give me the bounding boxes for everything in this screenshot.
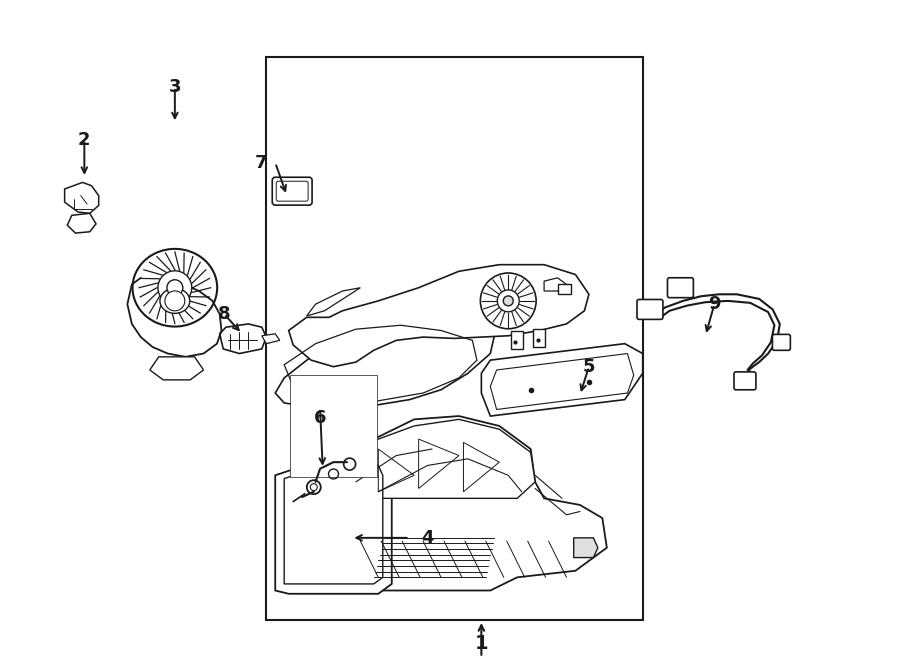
Polygon shape <box>329 416 607 590</box>
Bar <box>291 375 376 477</box>
FancyBboxPatch shape <box>276 181 308 201</box>
Polygon shape <box>68 214 96 233</box>
Polygon shape <box>262 334 280 344</box>
Bar <box>534 329 545 347</box>
FancyBboxPatch shape <box>668 278 693 297</box>
Circle shape <box>503 296 513 306</box>
Text: 6: 6 <box>314 409 327 427</box>
Polygon shape <box>275 459 392 594</box>
Polygon shape <box>289 264 589 367</box>
Bar <box>557 284 572 294</box>
Bar <box>511 331 523 349</box>
Text: 4: 4 <box>421 529 434 547</box>
Text: 9: 9 <box>708 295 721 313</box>
Polygon shape <box>573 538 598 558</box>
Ellipse shape <box>160 288 190 313</box>
Circle shape <box>498 290 519 312</box>
Circle shape <box>165 291 184 311</box>
Circle shape <box>481 273 536 329</box>
Polygon shape <box>65 182 99 214</box>
Ellipse shape <box>132 249 217 327</box>
Text: 8: 8 <box>218 305 230 323</box>
Polygon shape <box>544 278 566 291</box>
Circle shape <box>310 484 318 490</box>
Text: 2: 2 <box>78 131 91 149</box>
Polygon shape <box>346 419 536 498</box>
Polygon shape <box>482 344 643 416</box>
Polygon shape <box>220 324 266 354</box>
Polygon shape <box>307 288 360 316</box>
Text: 3: 3 <box>168 78 181 96</box>
Circle shape <box>166 280 183 295</box>
FancyBboxPatch shape <box>734 372 756 390</box>
Circle shape <box>158 271 192 305</box>
Bar <box>266 58 643 620</box>
FancyBboxPatch shape <box>637 299 663 319</box>
Text: 5: 5 <box>582 358 595 375</box>
Polygon shape <box>491 354 634 409</box>
Polygon shape <box>284 465 382 584</box>
Polygon shape <box>149 357 203 380</box>
Polygon shape <box>275 314 495 409</box>
FancyBboxPatch shape <box>273 177 312 205</box>
Text: 7: 7 <box>255 153 267 172</box>
FancyBboxPatch shape <box>772 334 790 350</box>
Text: 1: 1 <box>474 635 488 653</box>
